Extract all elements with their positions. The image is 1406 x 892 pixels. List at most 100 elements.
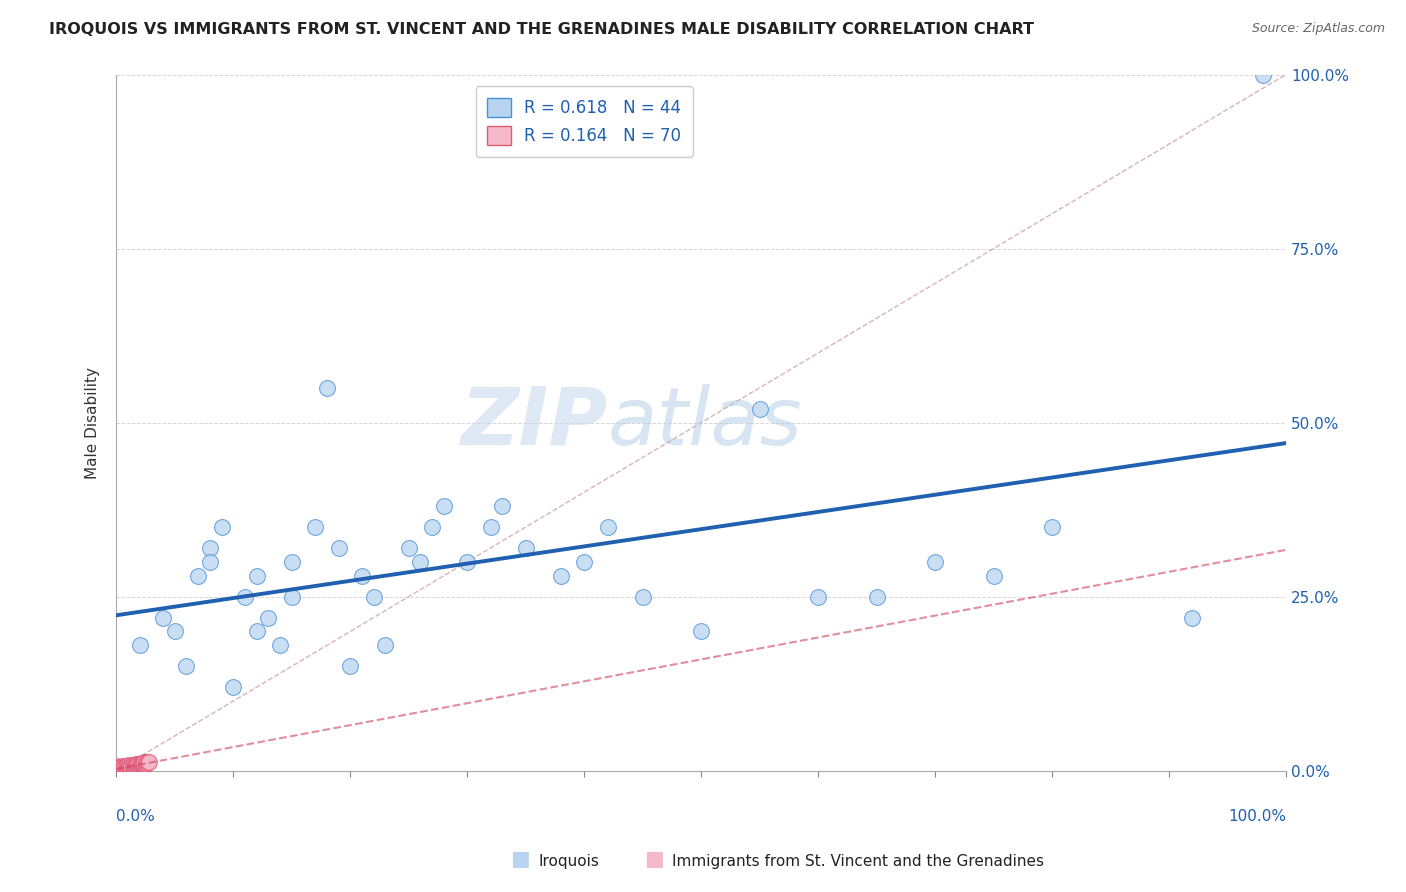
Point — [114, 759, 136, 773]
Point — [233, 590, 256, 604]
Text: atlas: atlas — [607, 384, 803, 462]
Point — [111, 760, 134, 774]
Point — [121, 759, 143, 773]
Point — [128, 757, 150, 772]
Point — [363, 590, 385, 604]
Point — [112, 760, 135, 774]
Point — [111, 763, 134, 777]
Point — [110, 762, 132, 776]
Point — [134, 756, 156, 770]
Point — [246, 568, 269, 582]
Point — [134, 756, 156, 770]
Point — [865, 590, 887, 604]
Point — [269, 639, 291, 653]
Point — [112, 762, 135, 776]
Point — [748, 401, 770, 416]
Point — [105, 762, 128, 776]
Point — [110, 761, 132, 775]
Point — [118, 760, 141, 774]
Point — [134, 756, 156, 771]
Point — [117, 762, 139, 776]
Point — [108, 762, 131, 776]
Point — [125, 759, 148, 773]
Point — [491, 499, 513, 513]
Point — [110, 759, 132, 773]
Point — [135, 756, 157, 770]
Point — [111, 762, 134, 776]
Point — [479, 520, 502, 534]
Point — [105, 759, 128, 773]
Point — [138, 755, 160, 769]
Point — [129, 758, 152, 772]
Point — [456, 555, 478, 569]
Point — [108, 759, 131, 773]
Point — [114, 760, 136, 774]
Point — [198, 541, 221, 555]
Point — [105, 764, 128, 778]
Point — [107, 764, 129, 778]
Point — [105, 762, 128, 776]
Point — [134, 756, 156, 771]
Point — [328, 541, 350, 555]
Text: 100.0%: 100.0% — [1227, 809, 1286, 824]
Point — [983, 568, 1005, 582]
Point — [108, 761, 131, 775]
Point — [129, 756, 152, 771]
Point — [114, 761, 136, 775]
Point — [409, 555, 432, 569]
Point — [596, 520, 619, 534]
Point — [1181, 610, 1204, 624]
Point — [515, 541, 537, 555]
Point — [187, 568, 209, 582]
Point — [257, 610, 280, 624]
Point — [111, 759, 134, 773]
Point — [127, 757, 149, 772]
Point — [105, 759, 128, 773]
Point — [807, 590, 830, 604]
Point — [105, 760, 128, 774]
Text: IROQUOIS VS IMMIGRANTS FROM ST. VINCENT AND THE GRENADINES MALE DISABILITY CORRE: IROQUOIS VS IMMIGRANTS FROM ST. VINCENT … — [49, 22, 1035, 37]
Point — [121, 759, 143, 773]
Text: Immigrants from St. Vincent and the Grenadines: Immigrants from St. Vincent and the Gren… — [672, 854, 1045, 869]
Point — [115, 759, 138, 773]
Point — [125, 757, 148, 772]
Point — [163, 624, 186, 639]
Text: 0.0%: 0.0% — [117, 809, 155, 824]
Point — [115, 761, 138, 775]
Point — [550, 568, 572, 582]
Point — [132, 756, 155, 770]
Point — [631, 590, 654, 604]
Point — [128, 639, 150, 653]
Point — [211, 520, 233, 534]
Point — [132, 757, 155, 772]
Point — [398, 541, 420, 555]
Point — [339, 659, 361, 673]
Text: ■: ■ — [644, 849, 664, 869]
Point — [107, 761, 129, 775]
Point — [176, 659, 198, 673]
Text: ■: ■ — [510, 849, 530, 869]
Point — [114, 762, 136, 776]
Point — [1040, 520, 1063, 534]
Point — [280, 555, 302, 569]
Point — [222, 680, 245, 694]
Point — [304, 520, 326, 534]
Point — [120, 761, 142, 775]
Point — [128, 758, 150, 772]
Point — [105, 764, 128, 778]
Point — [105, 762, 128, 776]
Point — [120, 759, 142, 773]
Point — [690, 624, 713, 639]
Point — [433, 499, 456, 513]
Text: Iroquois: Iroquois — [538, 854, 599, 869]
Point — [114, 759, 136, 773]
Point — [152, 610, 174, 624]
Point — [124, 759, 146, 773]
Point — [127, 759, 149, 773]
Point — [118, 759, 141, 773]
Point — [122, 760, 145, 774]
Y-axis label: Male Disability: Male Disability — [86, 367, 100, 479]
Point — [114, 762, 136, 776]
Point — [128, 759, 150, 773]
Point — [105, 760, 128, 774]
